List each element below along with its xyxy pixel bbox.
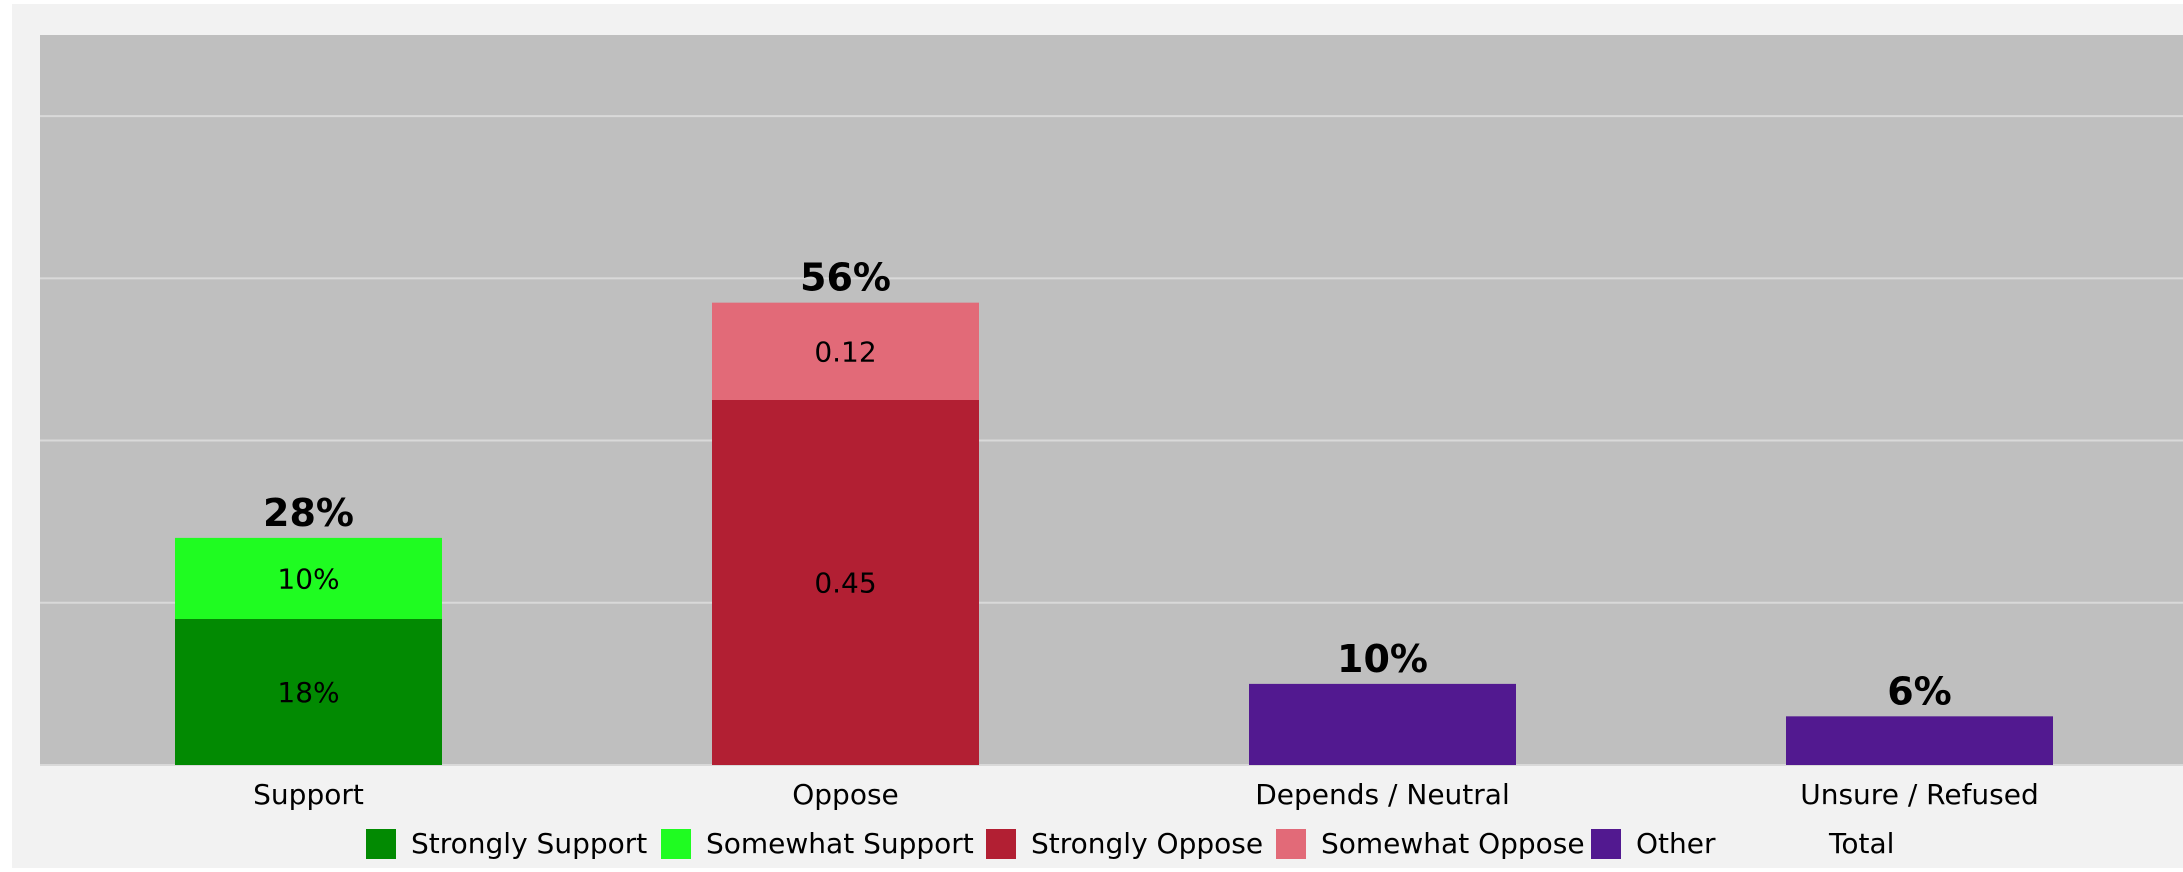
total-label: 56% [800,256,891,300]
legend-label: Total [1828,827,1894,860]
category-label: Unsure / Refused [1800,778,2039,811]
segment-labels: 18% 10% 0.45 0.12 [277,335,876,709]
legend-item: Strongly Oppose [986,827,1263,860]
segment-label: 10% [277,562,339,595]
segment-label: 0.45 [814,567,876,600]
legend-item: Somewhat Oppose [1276,827,1585,860]
legend-swatch [1591,829,1621,859]
segment-label: 0.12 [814,335,876,368]
bar-segment [712,400,979,765]
category-label: Support [253,778,364,811]
bar-segment [175,537,442,619]
total-label: 10% [1337,637,1428,681]
category-label: Depends / Neutral [1255,778,1509,811]
legend-label: Somewhat Support [706,827,974,860]
total-labels: 28% 56% 10% 6% [263,256,1952,714]
total-label: 6% [1887,669,1952,713]
legend-label: Strongly Support [411,827,647,860]
legend-swatch [661,829,691,859]
legend-item: Total [1828,827,1894,860]
legend-item: Somewhat Support [661,827,974,860]
legend-swatch [366,829,396,859]
segment-label: 18% [277,676,339,709]
category-label: Oppose [792,778,899,811]
legend-label: Somewhat Oppose [1321,827,1585,860]
legend: Strongly Support Somewhat Support Strongly… [366,827,1894,860]
category-labels: Support Oppose Depends / Neutral Unsure / R… [253,778,2039,811]
bar-segment [175,619,442,765]
legend-swatch [1276,829,1306,859]
total-label: 28% [263,491,354,535]
bar-segment [712,302,979,400]
legend-item: Other [1591,827,1716,860]
legend-label: Strongly Oppose [1031,827,1263,860]
bars [175,302,2053,765]
bar-segment [1786,716,2053,765]
legend-swatch [986,829,1016,859]
legend-label: Other [1636,827,1716,860]
bar-segment [1249,683,1516,765]
legend-item: Strongly Support [366,827,647,860]
